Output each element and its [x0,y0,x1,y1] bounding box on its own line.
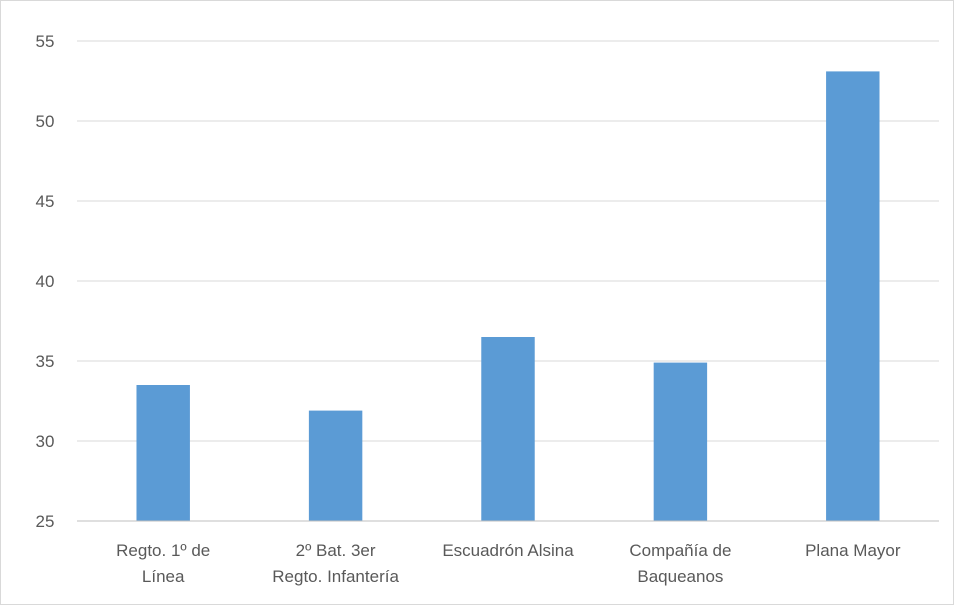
x-category-label: Regto. 1º de [116,541,210,560]
bar [308,410,363,521]
y-tick-label: 35 [36,352,55,371]
x-category-label: Escuadrón Alsina [442,541,574,560]
x-category-label: Regto. Infantería [272,567,399,586]
x-category-label: Baqueanos [637,567,723,586]
y-axis-tick-labels: 25 30 35 40 45 50 55 [36,32,55,531]
bar [481,337,535,521]
bar [136,385,190,521]
y-tick-label: 40 [36,272,55,291]
bars [136,71,880,522]
y-tick-label: 25 [36,512,55,531]
x-category-label: Compañía de [629,541,731,560]
y-tick-label: 45 [36,192,55,211]
y-tick-label: 50 [36,112,55,131]
y-tick-label: 30 [36,432,55,451]
bar [826,71,880,522]
gridlines [77,40,939,442]
x-category-label: Línea [142,567,185,586]
x-category-label: Plana Mayor [805,541,901,560]
y-tick-label: 55 [36,32,55,51]
bar [653,362,708,521]
x-axis-category-labels: Regto. 1º de Línea 2º Bat. 3er Regto. Infan… [116,541,901,586]
x-category-label: 2º Bat. 3er [296,541,376,560]
